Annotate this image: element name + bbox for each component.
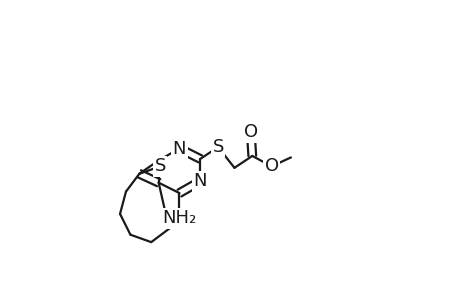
Text: NH₂: NH₂ <box>162 209 196 227</box>
Text: N: N <box>193 172 207 190</box>
Text: O: O <box>264 157 278 175</box>
Text: S: S <box>154 157 166 175</box>
Text: S: S <box>212 138 224 156</box>
Text: O: O <box>243 123 257 141</box>
Text: N: N <box>172 140 186 158</box>
